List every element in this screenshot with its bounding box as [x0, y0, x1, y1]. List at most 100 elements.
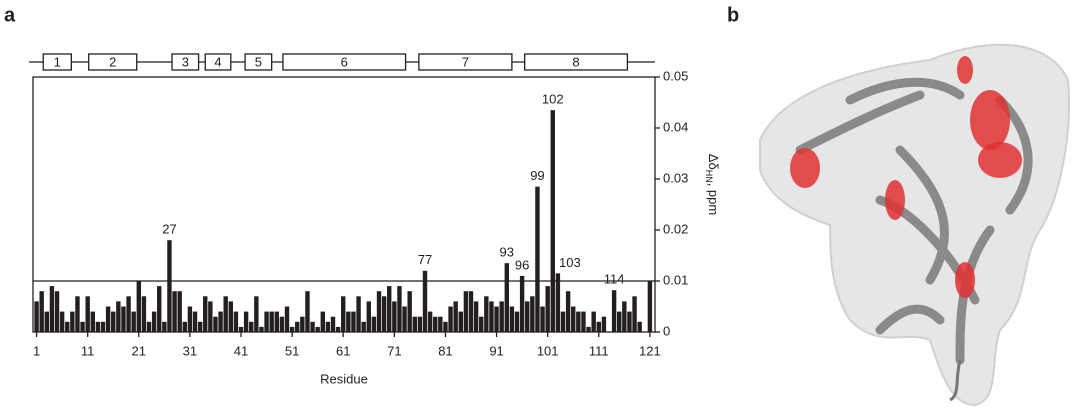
bar — [576, 312, 580, 332]
plot-frame — [33, 77, 655, 332]
bar — [346, 312, 350, 332]
bar — [111, 312, 115, 332]
bar — [423, 271, 427, 332]
bar — [198, 322, 202, 332]
bar — [300, 317, 304, 332]
x-tick-label: 81 — [438, 343, 452, 358]
bar — [213, 317, 217, 332]
bar — [85, 296, 89, 332]
bar — [249, 322, 253, 332]
y-tick-label: 0.03 — [663, 170, 688, 185]
protein-structure — [760, 45, 1069, 405]
helix-label: 6 — [341, 54, 348, 69]
bar — [474, 301, 478, 332]
bar — [39, 291, 43, 332]
y-tick-label: 0.04 — [663, 119, 688, 134]
bar — [91, 312, 95, 332]
x-tick-label: 101 — [537, 343, 559, 358]
bar — [305, 291, 309, 332]
y-tick-label: 0.02 — [663, 221, 688, 236]
helix-label: 1 — [54, 54, 61, 69]
bar — [637, 322, 641, 332]
bar — [413, 317, 417, 332]
bar — [34, 301, 38, 332]
x-tick-label: 61 — [336, 343, 350, 358]
bar — [438, 317, 442, 332]
bar — [55, 291, 59, 332]
bar — [336, 327, 340, 332]
bar — [321, 312, 325, 332]
bar — [418, 317, 422, 332]
bar — [208, 301, 212, 332]
x-tick-label: 121 — [639, 343, 661, 358]
bar — [499, 301, 503, 332]
bar — [407, 291, 411, 332]
y-tick-label: 0.01 — [663, 272, 688, 287]
bar — [167, 240, 171, 332]
y-tick-label: 0 — [663, 323, 670, 338]
bar — [310, 322, 314, 332]
x-tick-label: 91 — [489, 343, 503, 358]
bar — [551, 110, 555, 332]
bar — [397, 286, 401, 332]
bar — [627, 312, 631, 332]
helix-label: 5 — [255, 54, 262, 69]
bar — [622, 301, 626, 332]
bar — [315, 327, 319, 332]
bar — [142, 296, 146, 332]
bar — [377, 291, 381, 332]
x-tick-label: 51 — [285, 343, 299, 358]
helix-label: 2 — [109, 54, 116, 69]
bar — [556, 273, 560, 332]
helix-label: 4 — [214, 54, 221, 69]
bar — [121, 307, 125, 333]
x-tick-label: 1 — [33, 343, 40, 358]
bar — [648, 281, 652, 332]
x-tick-label: 41 — [234, 343, 248, 358]
bar — [479, 317, 483, 332]
bar — [586, 327, 590, 332]
bar — [597, 322, 601, 332]
bar — [244, 312, 248, 332]
helix-label: 8 — [572, 54, 579, 69]
bar — [254, 296, 258, 332]
bar — [428, 312, 432, 332]
residue-label: 99 — [530, 168, 544, 183]
bar — [591, 312, 595, 332]
residue-label: 96 — [515, 257, 529, 272]
bar — [223, 296, 227, 332]
bar — [566, 291, 570, 332]
bar — [387, 286, 391, 332]
bar — [632, 296, 636, 332]
bar — [530, 296, 534, 332]
bar — [351, 312, 355, 332]
y-axis-label: ΔδHN, ppm — [704, 154, 721, 215]
figure: a b 00.010.020.030.040.05111213141516171… — [0, 0, 1073, 411]
residue-label: 77 — [418, 252, 432, 267]
bar — [290, 327, 294, 332]
bar — [326, 322, 330, 332]
residue-label: 102 — [542, 92, 564, 107]
bar — [106, 307, 110, 333]
residue-label: 27 — [162, 222, 176, 237]
bar — [101, 322, 105, 332]
x-tick-label: 21 — [132, 343, 146, 358]
bar — [96, 322, 100, 332]
bar — [535, 187, 539, 332]
bar — [203, 296, 207, 332]
bar — [259, 327, 263, 332]
bar — [152, 312, 156, 332]
x-axis-label: Residue — [320, 371, 368, 386]
bar — [331, 317, 335, 332]
panel-label: a — [4, 4, 16, 26]
bar — [280, 317, 284, 332]
bar — [515, 312, 519, 332]
bar — [453, 301, 457, 332]
bar — [464, 291, 468, 332]
bar — [545, 286, 549, 332]
bar — [525, 301, 529, 332]
bar — [75, 296, 79, 332]
bar — [183, 322, 187, 332]
bar — [505, 263, 509, 332]
bar — [162, 322, 166, 332]
